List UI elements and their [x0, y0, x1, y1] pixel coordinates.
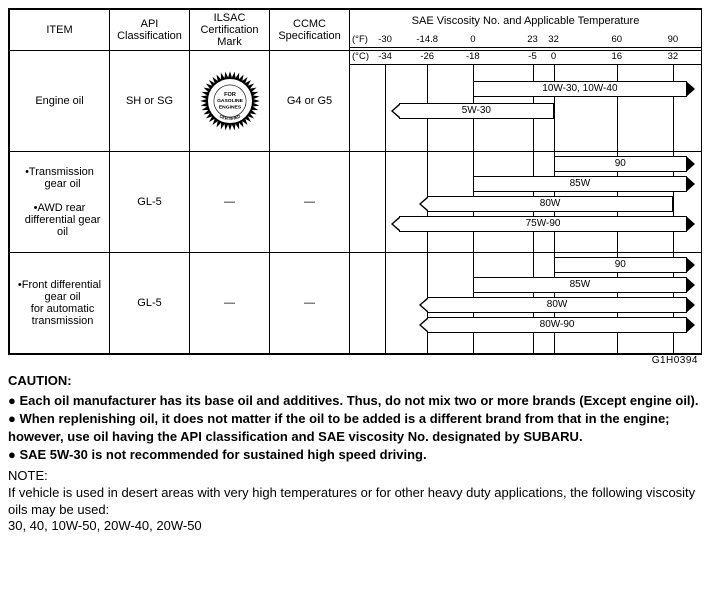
caution-item: When replenishing oil, it does not matte… — [8, 410, 702, 445]
api-cell: GL-5 — [110, 253, 190, 354]
viscosity-bar: 85W — [473, 176, 687, 192]
c-tick: -34 — [378, 51, 392, 62]
unit-c: (°C) — [352, 51, 369, 62]
ilsac-badge-icon: FORGASOLINEENGINESCERTIFIED — [199, 70, 261, 132]
header-ccmc: CCMC Specification — [270, 10, 350, 51]
viscosity-bar: 90 — [554, 257, 687, 273]
fahrenheit-scale: (°F) -30 -14.8 0 23 32 60 90 — [350, 34, 701, 48]
f-tick: -14.8 — [416, 34, 438, 45]
f-tick: -30 — [378, 34, 392, 45]
item-cell: Engine oil — [10, 51, 110, 152]
c-tick: -18 — [466, 51, 480, 62]
viscosity-bar: 10W-30, 10W-40 — [473, 81, 687, 97]
header-item: ITEM — [10, 10, 110, 51]
svg-text:FOR: FOR — [224, 92, 236, 98]
viscosity-bar: 5W-30 — [399, 103, 553, 119]
ilsac-cell: — — [190, 152, 270, 253]
caution-item: SAE 5W-30 is not recommended for sustain… — [8, 446, 702, 464]
viscosity-cell: 90 85W 80W 80W-90 — [350, 253, 702, 354]
viscosity-bar: 80W — [427, 297, 687, 313]
c-tick: 16 — [611, 51, 622, 62]
f-tick: 23 — [527, 34, 538, 45]
api-cell: SH or SG — [110, 51, 190, 152]
svg-text:GASOLINE: GASOLINE — [217, 98, 244, 104]
f-tick: 60 — [611, 34, 622, 45]
viscosity-bar: 85W — [473, 277, 687, 293]
svg-text:ENGINES: ENGINES — [218, 104, 241, 110]
viscosity-bar: 75W-90 — [399, 216, 687, 232]
f-tick: 32 — [548, 34, 559, 45]
header-api: API Classification — [110, 10, 190, 51]
note-body: If vehicle is used in desert areas with … — [8, 485, 695, 517]
oil-spec-table: ITEM API Classification ILSAC Certificat… — [8, 8, 702, 355]
spec-row: •Transmission gear oil•AWD rear differen… — [10, 152, 702, 253]
f-tick: 0 — [470, 34, 475, 45]
viscosity-bar: 80W-90 — [427, 317, 687, 333]
ilsac-cell: — — [190, 253, 270, 354]
spec-row: Engine oilSH or SGFORGASOLINEENGINESCERT… — [10, 51, 702, 152]
viscosity-bar: 90 — [554, 156, 687, 172]
ccmc-cell: — — [270, 253, 350, 354]
header-viscosity: SAE Viscosity No. and Applicable Tempera… — [350, 10, 702, 32]
viscosity-cell: 90 85W 80W 75W-90 — [350, 152, 702, 253]
c-tick: -26 — [420, 51, 434, 62]
item-cell: •Front differential gear oil for automat… — [10, 253, 110, 354]
tick-line — [554, 65, 555, 151]
header-ilsac: ILSAC Certification Mark — [190, 10, 270, 51]
figure-code: G1H0394 — [8, 355, 702, 366]
ilsac-cell: FORGASOLINEENGINESCERTIFIED — [190, 51, 270, 152]
item-cell: •Transmission gear oil•AWD rear differen… — [10, 152, 110, 253]
note-block: NOTE: If vehicle is used in desert areas… — [8, 468, 702, 536]
tick-line — [385, 253, 386, 353]
tick-line — [385, 152, 386, 252]
unit-f: (°F) — [352, 34, 368, 45]
c-tick: 0 — [551, 51, 556, 62]
spec-row: •Front differential gear oil for automat… — [10, 253, 702, 354]
header-row: ITEM API Classification ILSAC Certificat… — [10, 10, 702, 32]
caution-title: CAUTION: — [8, 373, 72, 388]
note-title: NOTE: — [8, 468, 48, 483]
caution-item: Each oil manufacturer has its base oil a… — [8, 392, 702, 410]
ccmc-cell: G4 or G5 — [270, 51, 350, 152]
c-tick: 32 — [668, 51, 679, 62]
tick-line — [617, 65, 618, 151]
viscosity-bar: 80W — [427, 196, 673, 212]
tick-line — [385, 65, 386, 151]
api-cell: GL-5 — [110, 152, 190, 253]
caution-block: CAUTION: Each oil manufacturer has its b… — [8, 372, 702, 464]
f-tick: 90 — [668, 34, 679, 45]
note-oils: 30, 40, 10W-50, 20W-40, 20W-50 — [8, 518, 202, 533]
viscosity-cell: (°C) -34 -26 -18 -5 0 16 32 10W-30, 10W-40 5W-30 — [350, 51, 702, 152]
ccmc-cell: — — [270, 152, 350, 253]
tick-line — [673, 65, 674, 151]
celsius-scale: (°C) -34 -26 -18 -5 0 16 32 — [350, 51, 701, 65]
spec-table: ITEM API Classification ILSAC Certificat… — [9, 9, 702, 354]
c-tick: -5 — [528, 51, 536, 62]
